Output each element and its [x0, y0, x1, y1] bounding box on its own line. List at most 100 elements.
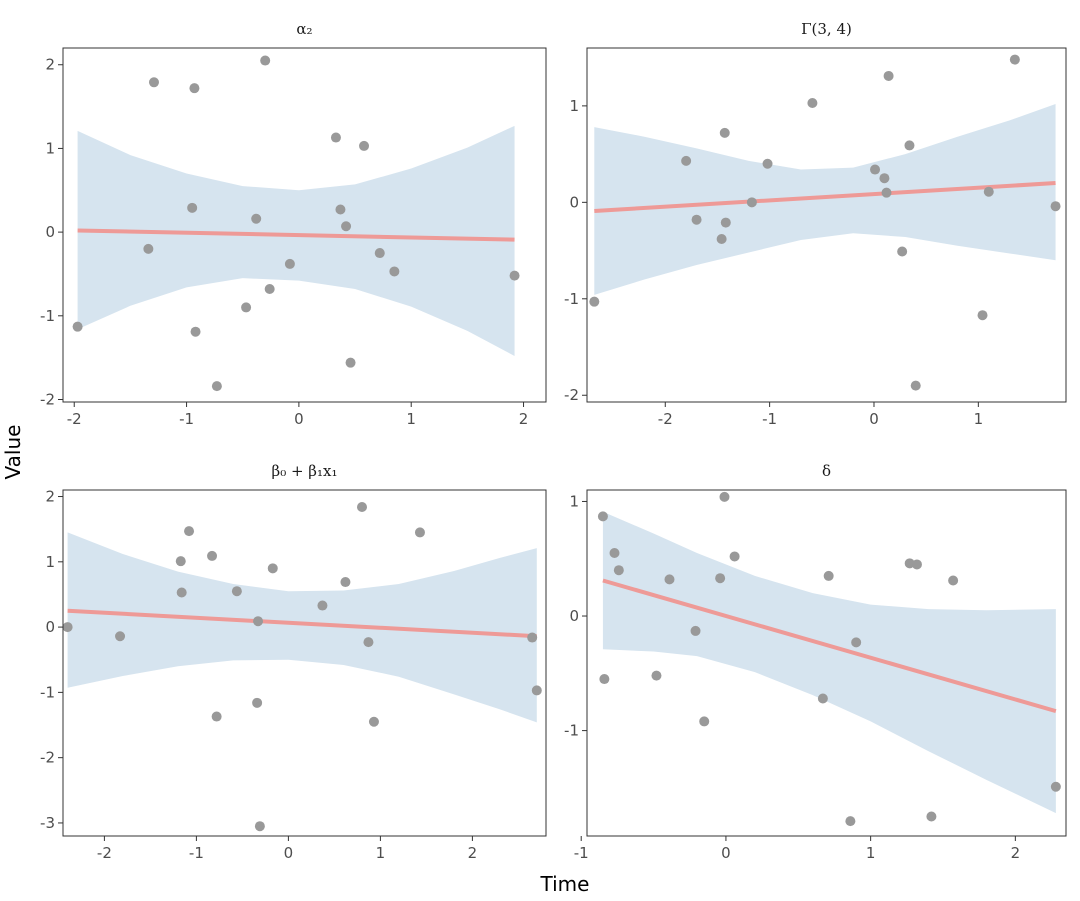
x-tick-label: -2: [67, 410, 82, 428]
panel-2: Γ(3, 4) -2 -1 0 1 -2 -1 0 1: [564, 20, 1067, 428]
data-point: [190, 326, 201, 337]
confidence-band: [602, 511, 1056, 814]
data-point: [715, 573, 726, 584]
data-point: [690, 625, 701, 636]
data-point: [330, 132, 341, 143]
y-tick-label: -1: [40, 307, 55, 325]
data-point: [368, 716, 379, 727]
x-tick-label: 1: [376, 844, 386, 862]
data-point: [1050, 781, 1061, 792]
data-point: [254, 821, 265, 832]
confidence-band: [594, 103, 1056, 295]
data-point: [187, 202, 198, 213]
data-point: [267, 563, 278, 574]
data-point: [664, 574, 675, 585]
panel-border: [62, 47, 547, 403]
data-point: [883, 70, 894, 81]
x-tick-label: 2: [519, 410, 529, 428]
panel-border: [62, 489, 547, 837]
y-tick-label: 1: [45, 553, 55, 571]
x-tick-label: -2: [658, 410, 673, 428]
data-point: [904, 140, 915, 151]
data-point: [72, 321, 83, 332]
data-point: [335, 204, 346, 215]
data-point: [148, 77, 159, 88]
data-point: [340, 577, 351, 588]
y-tick-label: 2: [45, 56, 55, 74]
y-tick-label: -1: [564, 290, 579, 308]
panel-title: Γ(3, 4): [801, 20, 852, 38]
data-point: [729, 551, 740, 562]
data-point: [879, 173, 890, 184]
data-point: [284, 258, 295, 269]
data-point: [357, 501, 367, 512]
data-point: [851, 637, 862, 648]
data-point: [870, 164, 881, 175]
y-tick-label: -1: [40, 683, 55, 701]
panel-title: β₀ + β₁x₁: [272, 462, 338, 480]
data-point: [613, 565, 624, 576]
panel-border: [586, 47, 1067, 403]
panel-title: δ: [822, 462, 831, 480]
y-tick-label: 1: [45, 139, 55, 157]
data-point: [911, 559, 922, 570]
data-point: [599, 674, 610, 685]
regression-line: [67, 608, 537, 639]
data-point: [143, 243, 154, 254]
data-point: [845, 816, 856, 827]
data-point: [977, 310, 988, 321]
regression-line: [594, 181, 1056, 214]
data-point: [359, 140, 370, 151]
data-point: [699, 716, 710, 727]
x-tick-label: 2: [1011, 844, 1021, 862]
x-tick-label: -1: [762, 410, 777, 428]
data-point: [211, 711, 222, 722]
data-point: [823, 570, 834, 581]
data-point: [374, 248, 385, 259]
y-tick-label: -1: [564, 722, 579, 740]
data-point: [719, 491, 730, 502]
y-tick-label: -2: [40, 390, 55, 408]
data-point: [341, 221, 352, 232]
y-tick-label: 0: [569, 193, 579, 211]
data-point: [389, 266, 400, 277]
data-point: [251, 213, 262, 224]
data-point: [207, 550, 218, 561]
y-tick-label: -3: [40, 814, 55, 832]
panel-3: β₀ + β₁x₁ -2 -1 0 1 2 -3 -2 -1 0 1 2: [40, 462, 547, 862]
data-point: [817, 693, 828, 704]
y-tick-label: -2: [40, 749, 55, 767]
x-tick-label: 0: [294, 410, 304, 428]
x-tick-label: -1: [189, 844, 204, 862]
regression-line: [602, 578, 1057, 714]
panel-1: α₂ -2 -1 0 1 2 -2 -1 0 1 2: [40, 20, 547, 428]
data-point: [363, 637, 374, 648]
data-point: [531, 685, 542, 696]
data-point: [589, 296, 600, 307]
data-point: [345, 357, 356, 368]
data-point: [948, 575, 959, 586]
x-tick-label: -2: [97, 844, 112, 862]
data-point: [211, 381, 222, 392]
x-tick-label: -1: [179, 410, 194, 428]
x-tick-label: 1: [406, 410, 416, 428]
panel-4: δ -1 0 1 2 -1 0 1: [564, 462, 1067, 862]
y-tick-label: 2: [45, 488, 55, 506]
data-point: [983, 186, 994, 197]
data-point: [926, 811, 937, 822]
data-point: [189, 83, 200, 94]
y-tick-label: 0: [569, 607, 579, 625]
y-tick-label: 1: [569, 97, 579, 115]
panel-title: α₂: [296, 20, 312, 38]
data-point: [720, 217, 731, 228]
data-point: [691, 214, 702, 225]
regression-line: [77, 228, 515, 242]
confidence-band: [77, 125, 515, 356]
y-axis-title: Value: [1, 425, 25, 480]
x-axis-title: Time: [540, 872, 590, 896]
data-point: [252, 697, 263, 708]
data-point: [414, 527, 425, 538]
data-point: [253, 616, 264, 627]
data-point: [762, 158, 773, 169]
